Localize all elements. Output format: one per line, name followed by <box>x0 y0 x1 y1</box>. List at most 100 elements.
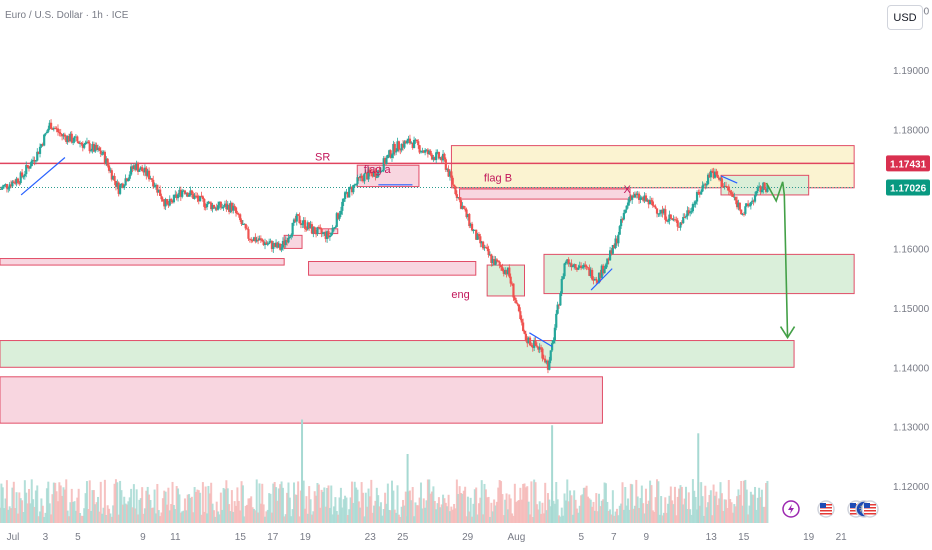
candle-body <box>520 319 523 323</box>
volume-bar <box>624 487 627 523</box>
volume-bar <box>593 510 596 523</box>
candle-body <box>8 184 11 189</box>
candle-body <box>679 222 682 228</box>
candle-body <box>395 151 398 153</box>
volume-bar <box>374 500 377 523</box>
candle-body <box>510 283 514 285</box>
candle-body <box>43 134 46 146</box>
volume-bar <box>324 506 327 523</box>
volume-bar <box>21 500 24 523</box>
candle-body <box>218 201 221 206</box>
volume-bar <box>486 497 489 523</box>
volume-bar <box>472 503 475 523</box>
currency-button[interactable]: USD <box>887 5 923 30</box>
candle-body <box>386 154 389 159</box>
candle-body <box>381 170 384 172</box>
candle-body <box>150 178 153 180</box>
candle-body <box>89 150 93 152</box>
volume-bar <box>672 504 675 523</box>
candle-body <box>11 181 14 187</box>
volume-bar <box>113 483 116 523</box>
candle-body <box>281 240 285 248</box>
candle-body <box>216 205 220 210</box>
candle-body <box>146 170 149 176</box>
candle-body <box>201 196 205 199</box>
volume-bar <box>402 499 405 523</box>
candle-body <box>382 158 385 171</box>
candle-body <box>712 171 715 178</box>
candle-body <box>361 178 365 182</box>
y-axis: 1.200001.190001.180001.170001.160001.150… <box>893 7 930 493</box>
volume-bar <box>508 494 511 523</box>
candle-body <box>113 175 116 181</box>
candle-body <box>687 210 690 214</box>
candle-body <box>37 151 40 154</box>
candle-body <box>556 304 559 314</box>
candle-body <box>519 311 522 320</box>
candle-body <box>334 226 337 228</box>
candle-body <box>114 180 118 187</box>
candle-body <box>488 254 492 256</box>
candle-body <box>319 227 322 229</box>
candle-body <box>497 261 500 263</box>
candle-body <box>468 213 471 227</box>
volume-bar <box>222 487 225 523</box>
volume-bar <box>156 483 159 523</box>
volume-bar <box>458 486 461 523</box>
volume-bar <box>636 496 639 523</box>
candle-body <box>110 170 113 180</box>
volume-bars <box>0 419 769 523</box>
volume-bar <box>364 492 367 523</box>
candle-body <box>668 214 671 221</box>
candle-body <box>4 184 7 186</box>
candle-body <box>643 195 646 201</box>
volume-bar <box>161 498 164 523</box>
volume-bar <box>250 496 253 523</box>
volume-bar <box>389 510 392 523</box>
volume-bar <box>745 489 748 523</box>
x-tick-label: 11 <box>170 532 181 543</box>
volume-bar <box>567 501 570 523</box>
candle-body <box>323 232 326 234</box>
volume-bar <box>8 506 11 523</box>
volume-bar <box>112 505 115 523</box>
volume-bar <box>738 494 741 523</box>
volume-bar <box>168 510 171 523</box>
volume-bar <box>501 494 504 523</box>
volume-bar <box>487 496 490 523</box>
volume-bar <box>596 511 599 523</box>
candle-body <box>563 263 566 277</box>
candle-body <box>328 235 331 238</box>
volume-bar <box>34 490 37 523</box>
volume-bar <box>88 480 91 523</box>
candle-body <box>573 264 576 266</box>
volume-bar <box>560 507 563 523</box>
candle-body <box>331 227 334 233</box>
volume-bar <box>114 479 117 523</box>
volume-bar <box>580 495 583 523</box>
volume-bar <box>586 496 589 523</box>
volume-bar <box>4 498 7 523</box>
volume-bar <box>440 504 443 523</box>
symbol-title: Euro / U.S. Dollar · 1h · ICE <box>5 10 129 21</box>
candle-body <box>196 195 199 199</box>
candle-body <box>690 211 693 213</box>
volume-bar <box>504 499 507 523</box>
candle-body <box>294 219 297 222</box>
candle-body <box>388 150 391 155</box>
volume-bar <box>435 509 438 523</box>
candle-body <box>214 207 217 209</box>
candle-body <box>330 232 333 236</box>
volume-bar <box>390 480 393 523</box>
candle-body <box>450 171 453 178</box>
candle-body <box>5 184 9 189</box>
volume-bar <box>622 509 625 523</box>
candle-body <box>611 244 614 254</box>
candle-body <box>646 199 649 202</box>
volume-bar <box>367 488 370 523</box>
candle-body <box>545 360 548 363</box>
volume-bar <box>559 516 562 523</box>
volume-bar <box>708 494 711 523</box>
candle-body <box>436 152 439 154</box>
